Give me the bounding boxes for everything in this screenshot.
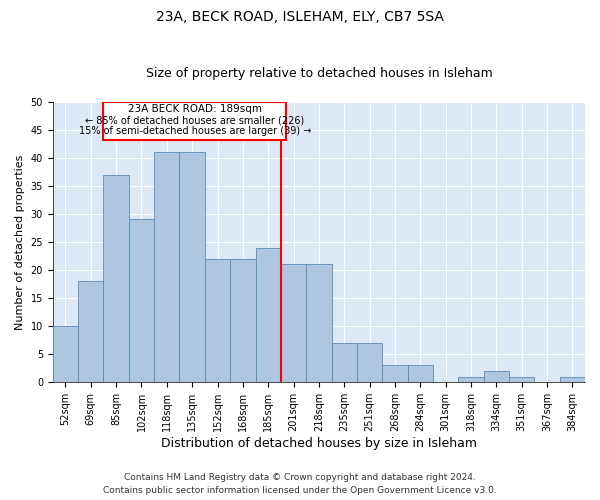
Bar xyxy=(484,371,509,382)
FancyBboxPatch shape xyxy=(103,102,286,140)
Bar xyxy=(281,264,306,382)
Bar xyxy=(332,343,357,382)
Bar xyxy=(560,376,585,382)
Bar xyxy=(230,259,256,382)
X-axis label: Distribution of detached houses by size in Isleham: Distribution of detached houses by size … xyxy=(161,437,477,450)
Bar xyxy=(256,248,281,382)
Bar xyxy=(509,376,535,382)
Bar xyxy=(382,366,407,382)
Text: 23A BECK ROAD: 189sqm: 23A BECK ROAD: 189sqm xyxy=(128,104,262,114)
Text: ← 85% of detached houses are smaller (226): ← 85% of detached houses are smaller (22… xyxy=(85,115,304,125)
Bar xyxy=(154,152,179,382)
Bar xyxy=(458,376,484,382)
Y-axis label: Number of detached properties: Number of detached properties xyxy=(15,154,25,330)
Bar xyxy=(129,220,154,382)
Title: Size of property relative to detached houses in Isleham: Size of property relative to detached ho… xyxy=(146,66,492,80)
Bar xyxy=(179,152,205,382)
Bar xyxy=(407,366,433,382)
Text: Contains HM Land Registry data © Crown copyright and database right 2024.
Contai: Contains HM Land Registry data © Crown c… xyxy=(103,474,497,495)
Text: 15% of semi-detached houses are larger (39) →: 15% of semi-detached houses are larger (… xyxy=(79,126,311,136)
Bar xyxy=(78,281,103,382)
Bar xyxy=(53,326,78,382)
Bar xyxy=(306,264,332,382)
Bar xyxy=(103,174,129,382)
Bar xyxy=(205,259,230,382)
Bar xyxy=(357,343,382,382)
Text: 23A, BECK ROAD, ISLEHAM, ELY, CB7 5SA: 23A, BECK ROAD, ISLEHAM, ELY, CB7 5SA xyxy=(156,10,444,24)
